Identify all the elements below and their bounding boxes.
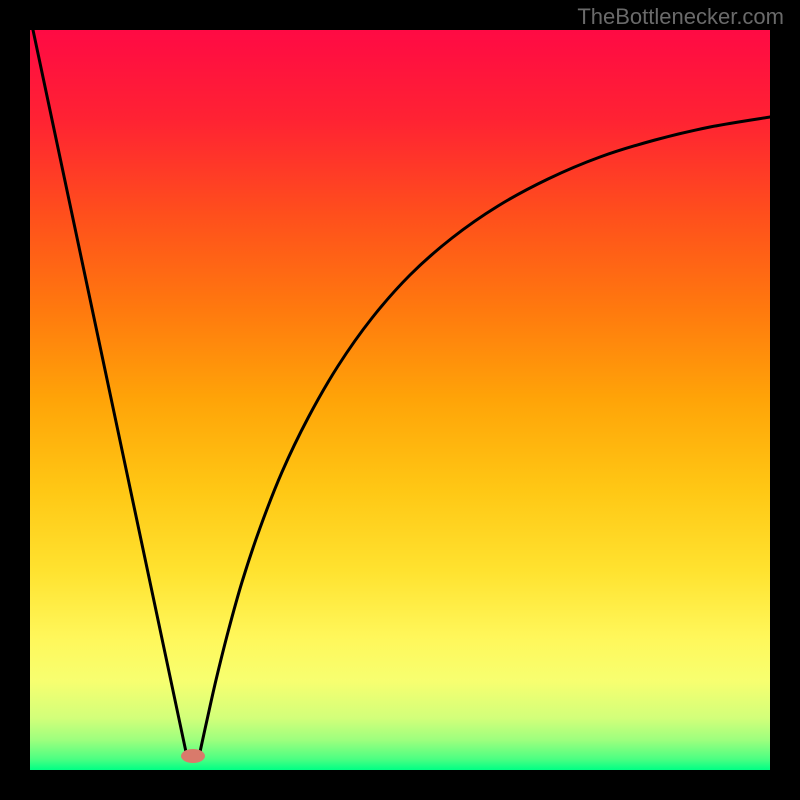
watermark-text: TheBottlenecker.com bbox=[577, 4, 784, 30]
optimal-point-marker bbox=[181, 749, 205, 763]
plot-area bbox=[30, 30, 770, 770]
chart-container: TheBottlenecker.com bbox=[0, 0, 800, 800]
curve-layer bbox=[0, 0, 800, 800]
